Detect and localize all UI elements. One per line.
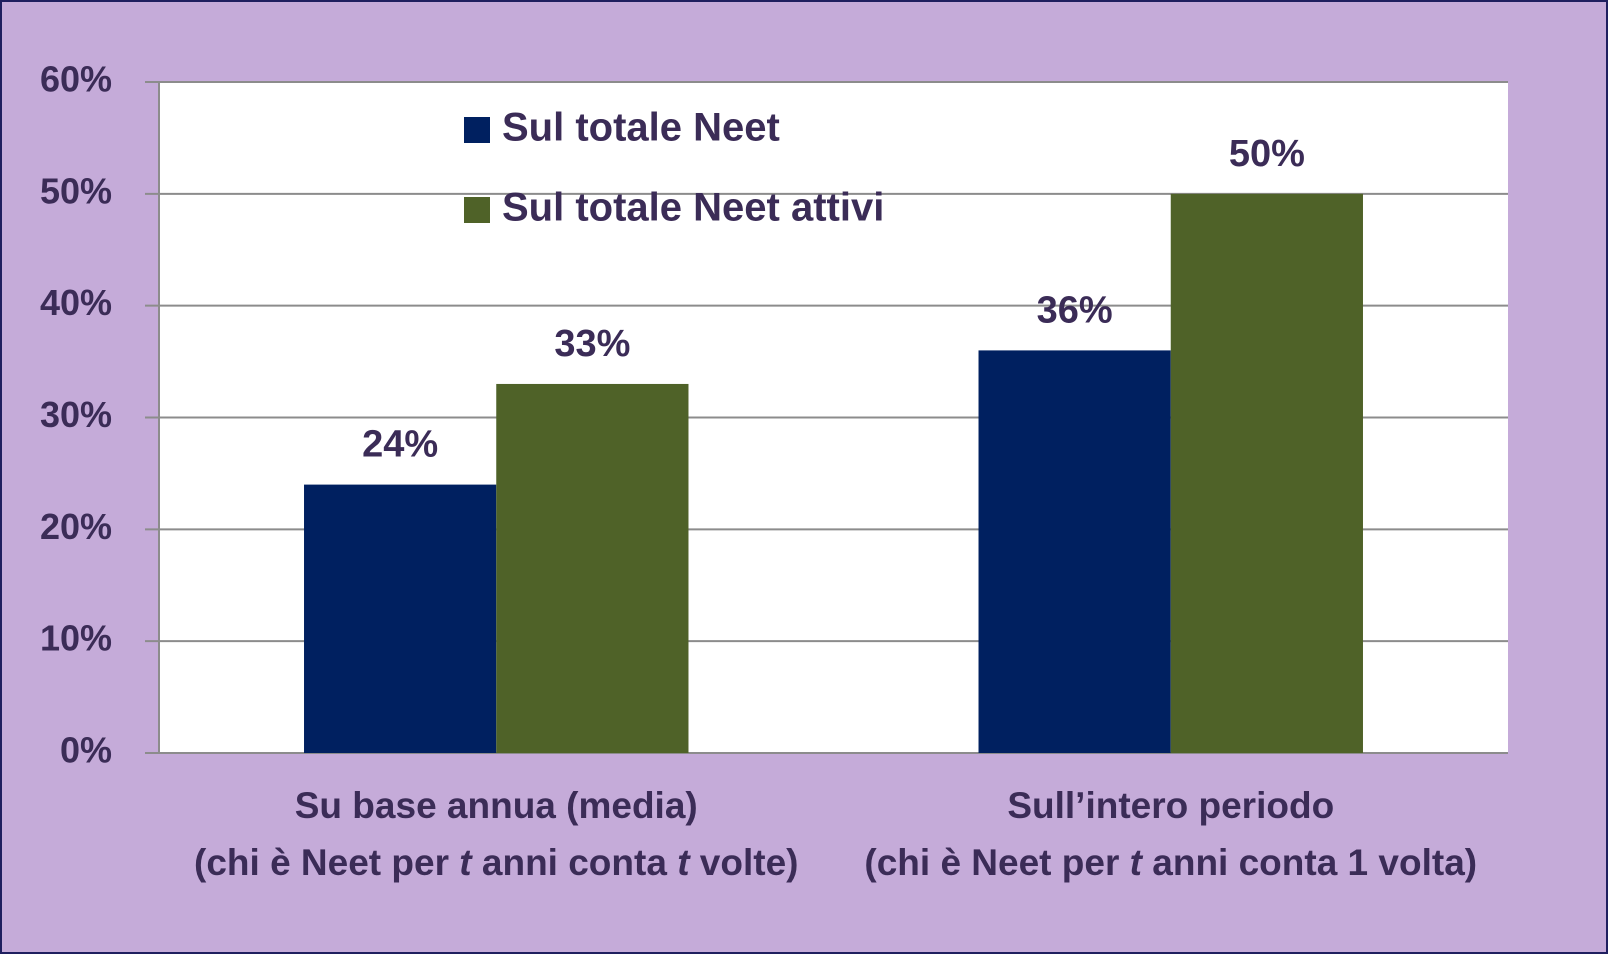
y-tick-label: 60% <box>40 59 112 100</box>
x-tick-part: Su base annua (media) <box>295 785 698 826</box>
x-tick-line: (chi è Neet per t anni conta 1 volta) <box>864 842 1477 883</box>
y-tick-label: 40% <box>40 282 112 323</box>
value-label: 36% <box>1037 289 1113 331</box>
y-tick-label: 0% <box>60 730 112 771</box>
x-tick-part: anni conta 1 volta) <box>1142 842 1477 883</box>
x-tick-line: Su base annua (media) <box>295 785 698 826</box>
legend-label: Sul totale Neet <box>502 106 780 150</box>
x-tick-part: t <box>1130 842 1144 883</box>
x-tick-part: Sull’intero periodo <box>1007 785 1334 826</box>
x-tick-part: t <box>677 842 691 883</box>
x-tick-label: Su base annua (media) (chi è Neet per t a… <box>194 785 798 883</box>
x-tick-part: anni conta <box>472 842 678 883</box>
x-tick-line: Sull’intero periodo <box>1007 785 1334 826</box>
value-label: 24% <box>362 424 438 466</box>
y-tick-label: 30% <box>40 394 112 435</box>
legend-label: Sul totale Neet attivi <box>502 186 884 230</box>
bar <box>978 350 1171 753</box>
x-tick-label: Sull’intero periodo (chi è Neet per t ann… <box>864 785 1477 883</box>
y-tick-label: 10% <box>40 618 112 659</box>
value-label: 50% <box>1229 133 1305 175</box>
x-tick-part: volte) <box>690 842 799 883</box>
x-tick-part: (chi è Neet per <box>194 842 459 883</box>
bar <box>304 484 497 753</box>
x-tick-line: (chi è Neet per t anni conta t volte) <box>194 842 798 883</box>
y-tick-label: 20% <box>40 506 112 547</box>
x-tick-part: t <box>459 842 473 883</box>
legend-swatch <box>464 197 490 223</box>
x-tick-part: (chi è Neet per <box>864 842 1129 883</box>
bar <box>1170 193 1363 754</box>
value-label: 33% <box>554 323 630 365</box>
bar <box>496 383 689 753</box>
legend-swatch <box>464 117 490 143</box>
y-tick-label: 50% <box>40 170 112 211</box>
